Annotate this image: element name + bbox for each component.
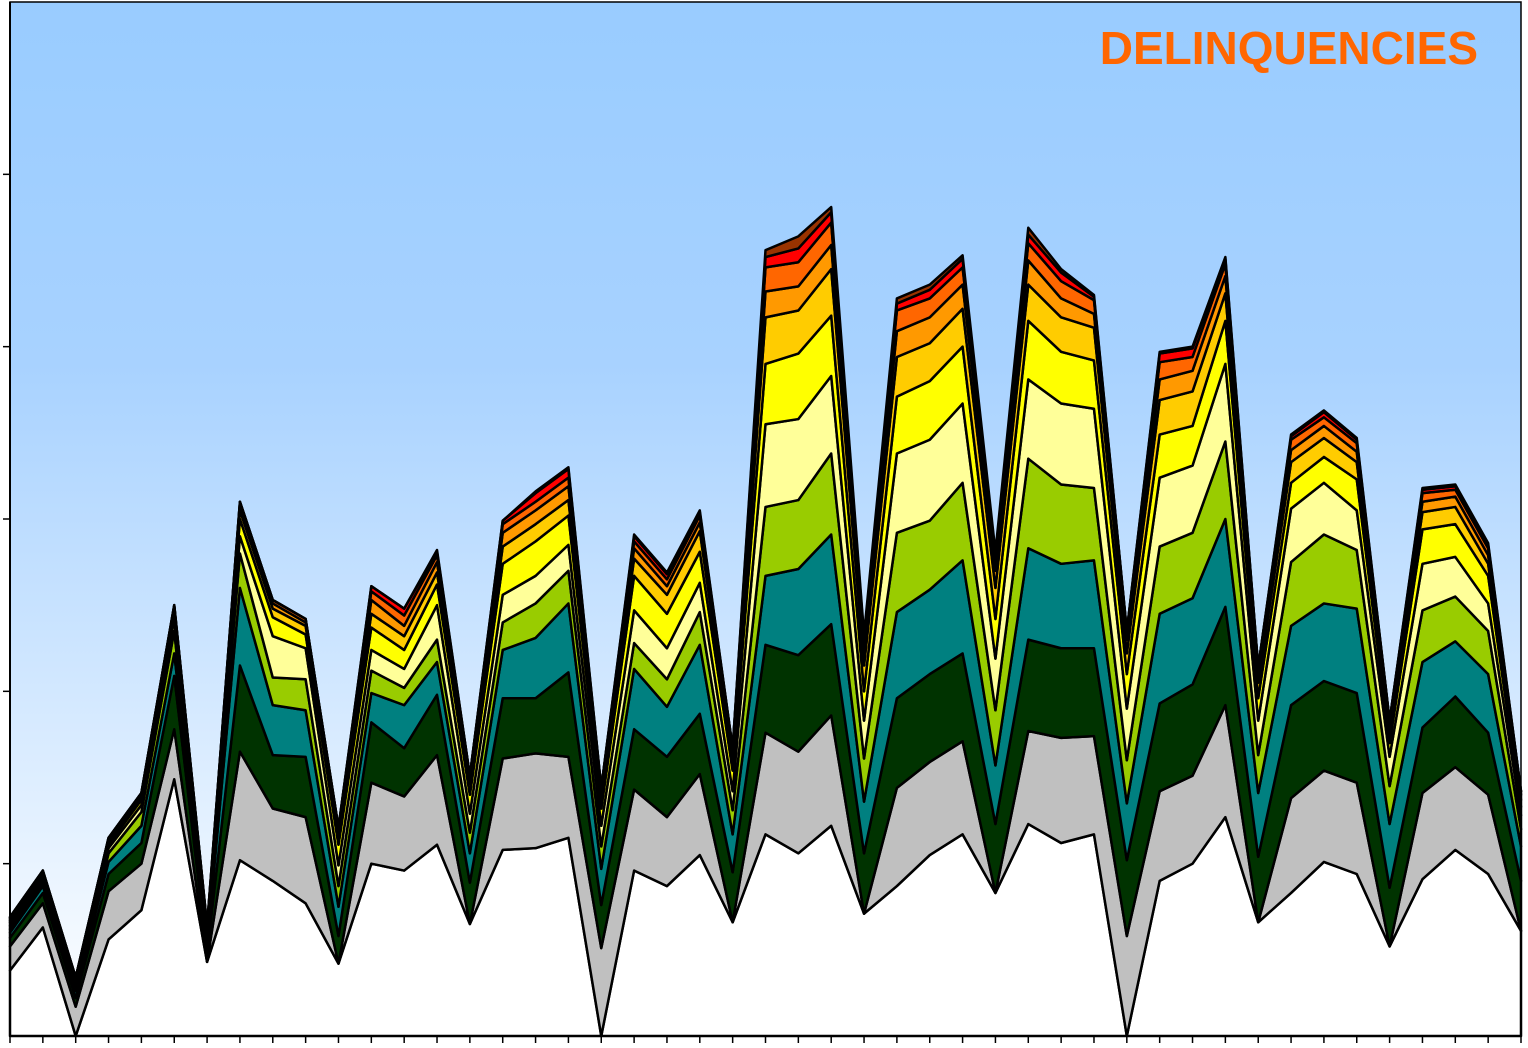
x-axis <box>9 1035 1522 1043</box>
chart-title: DELINQUENCIES <box>1100 22 1478 74</box>
stacked-areas <box>8 205 1523 1038</box>
y-axis <box>3 2 11 1036</box>
area-series-12 <box>8 205 1523 979</box>
